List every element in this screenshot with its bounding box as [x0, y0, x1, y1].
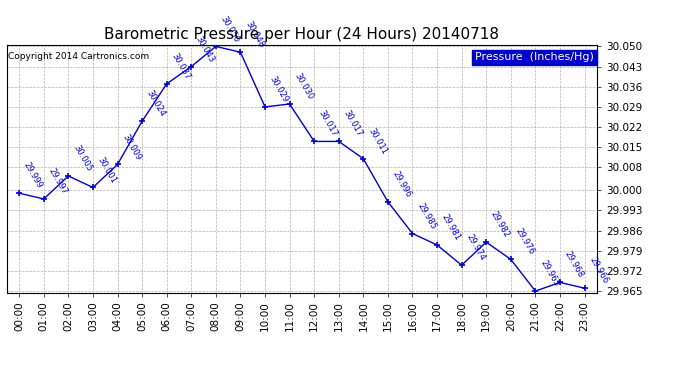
Text: Pressure  (Inches/Hg): Pressure (Inches/Hg) [475, 53, 594, 62]
Text: 29.974: 29.974 [464, 233, 486, 262]
Text: 30.050: 30.050 [219, 14, 241, 44]
Text: 29.965: 29.965 [538, 259, 560, 288]
Text: 29.966: 29.966 [587, 256, 610, 285]
Text: 30.009: 30.009 [120, 132, 143, 162]
Text: 30.029: 30.029 [268, 75, 290, 104]
Text: 29.982: 29.982 [489, 210, 511, 239]
Title: Barometric Pressure per Hour (24 Hours) 20140718: Barometric Pressure per Hour (24 Hours) … [104, 27, 500, 42]
Text: 29.981: 29.981 [440, 213, 462, 242]
Text: 29.996: 29.996 [391, 170, 413, 199]
Text: 30.030: 30.030 [293, 72, 315, 101]
Text: 30.043: 30.043 [194, 34, 217, 64]
Text: 29.985: 29.985 [415, 201, 437, 231]
Text: Copyright 2014 Cartronics.com: Copyright 2014 Cartronics.com [8, 53, 149, 62]
Text: 30.011: 30.011 [366, 126, 388, 156]
Text: 29.999: 29.999 [22, 161, 44, 190]
Text: 30.005: 30.005 [71, 144, 93, 173]
Text: 30.017: 30.017 [317, 109, 339, 139]
Text: 30.001: 30.001 [96, 155, 118, 184]
Text: 30.048: 30.048 [243, 20, 266, 50]
Text: 30.037: 30.037 [170, 51, 192, 81]
Text: 29.976: 29.976 [513, 227, 536, 256]
Text: 30.024: 30.024 [145, 89, 167, 118]
Text: 30.017: 30.017 [342, 109, 364, 139]
Text: 29.997: 29.997 [46, 166, 69, 196]
Text: 29.968: 29.968 [563, 250, 585, 280]
